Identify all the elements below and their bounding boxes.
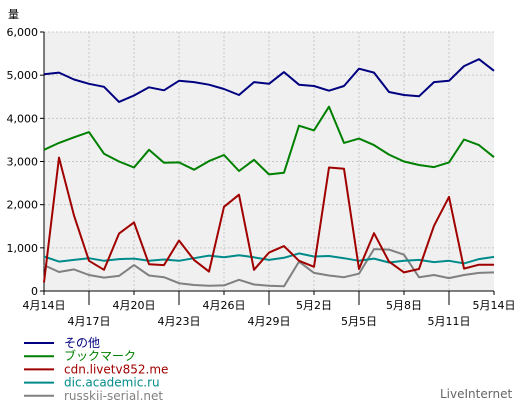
x-tick-label: 5月14日 [473, 299, 516, 312]
y-tick-label: 4,000 [7, 112, 39, 125]
series-line-0 [43, 58, 495, 103]
legend-label: cdn.livetv852.me [64, 362, 168, 376]
x-tick-label: 4月17日 [68, 315, 111, 328]
x-tick-label: 4月14日 [23, 299, 66, 312]
x-tick-label: 4月29日 [248, 315, 291, 328]
series-line-1 [43, 105, 495, 176]
x-tick-label: 5月11日 [428, 315, 471, 328]
x-tick-label: 4月20日 [113, 299, 156, 312]
y-tick-label: 3,000 [7, 156, 39, 169]
brand-label: LiveInternet [440, 387, 512, 401]
x-tick-label: 5月8日 [386, 299, 422, 312]
y-tick-label: 5,000 [7, 69, 39, 82]
legend-label: russkii-serial.net [64, 389, 163, 403]
y-axis: 0 1,000 2,000 3,000 4,000 5,000 6,000 [7, 26, 45, 298]
series-line-3 [43, 252, 495, 265]
y-tick-label: 6,000 [7, 26, 39, 39]
series-line-2 [43, 156, 494, 283]
series-line-4 [43, 248, 495, 288]
legend-label: ブックマーク [64, 348, 136, 363]
y-axis-label: 量 [8, 8, 19, 21]
x-tick-label: 4月23日 [158, 315, 201, 328]
y-tick-label: 1,000 [7, 242, 39, 255]
legend: その他ブックマークcdn.livetv852.medic.academic.ru… [24, 336, 168, 403]
series-lines [43, 58, 495, 288]
x-tick-label: 4月26日 [203, 299, 246, 312]
x-tick-label: 5月5日 [341, 315, 377, 328]
legend-label: その他 [64, 336, 100, 350]
x-tick-label: 5月2日 [296, 299, 332, 312]
y-tick-label: 0 [31, 285, 38, 298]
y-tick-label: 2,000 [7, 199, 39, 212]
gridlines [44, 31, 494, 291]
legend-label: dic.academic.ru [64, 376, 160, 390]
